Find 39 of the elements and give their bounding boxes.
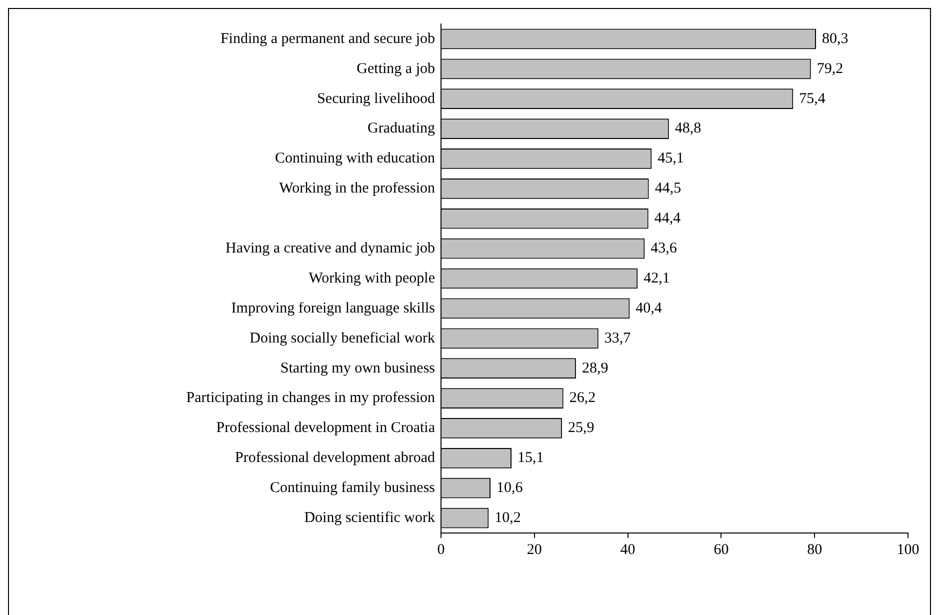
y-tick-label: Graduating xyxy=(368,120,436,137)
data-label: 10,6 xyxy=(496,480,524,496)
x-tick-label: 20 xyxy=(526,542,542,558)
data-label: 40,4 xyxy=(636,300,662,316)
y-tick-label: Working with people xyxy=(308,270,436,286)
data-label: 42,1 xyxy=(644,270,670,286)
data-label: 75,4 xyxy=(799,90,826,107)
y-tick-label: Having a creative and dynamic job xyxy=(225,240,435,256)
y-tick-label: Finding a permanent and secure job xyxy=(220,30,435,47)
data-label: 28,9 xyxy=(582,360,608,376)
y-tick-label: Participating in changes in my profession xyxy=(186,390,436,406)
x-tick-label: 60 xyxy=(714,542,729,558)
y-tick-label: Professional development abroad xyxy=(235,450,436,466)
data-label: 45,1 xyxy=(658,150,684,167)
y-tick-label: Doing socially beneficial work xyxy=(250,330,436,346)
y-tick-label: Doing scientific work xyxy=(304,510,436,526)
y-tick-label: Starting my own business xyxy=(280,360,436,376)
data-label: 44,5 xyxy=(654,180,682,197)
data-label: 43,6 xyxy=(650,240,678,256)
x-tick-label: 80 xyxy=(807,542,822,558)
x-tick-label: 100 xyxy=(896,542,920,558)
data-label: 10,2 xyxy=(494,510,521,526)
y-tick-label: Professional development in Croatia xyxy=(216,420,436,436)
data-label: 44,4 xyxy=(654,210,682,227)
y-tick-label: Getting a job xyxy=(356,60,435,77)
data-label: 48,8 xyxy=(674,120,702,137)
data-label: 80,3 xyxy=(822,30,848,47)
data-label: 26,2 xyxy=(569,390,596,406)
data-label: 33,7 xyxy=(604,330,632,346)
y-tick-label: Securing livelihood xyxy=(317,90,436,107)
data-label: 25,9 xyxy=(568,420,594,436)
y-tick-label: Continuing with education xyxy=(275,150,436,167)
data-label: 15,1 xyxy=(518,450,544,466)
data-label: 79,2 xyxy=(816,60,844,77)
y-tick-label: Improving foreign language skills xyxy=(231,300,436,316)
y-tick-label: Working in the profession xyxy=(279,180,436,197)
y-tick-label: Continuing family business xyxy=(270,480,436,496)
x-tick-label: 40 xyxy=(620,542,636,558)
x-tick-label: 0 xyxy=(437,542,445,558)
